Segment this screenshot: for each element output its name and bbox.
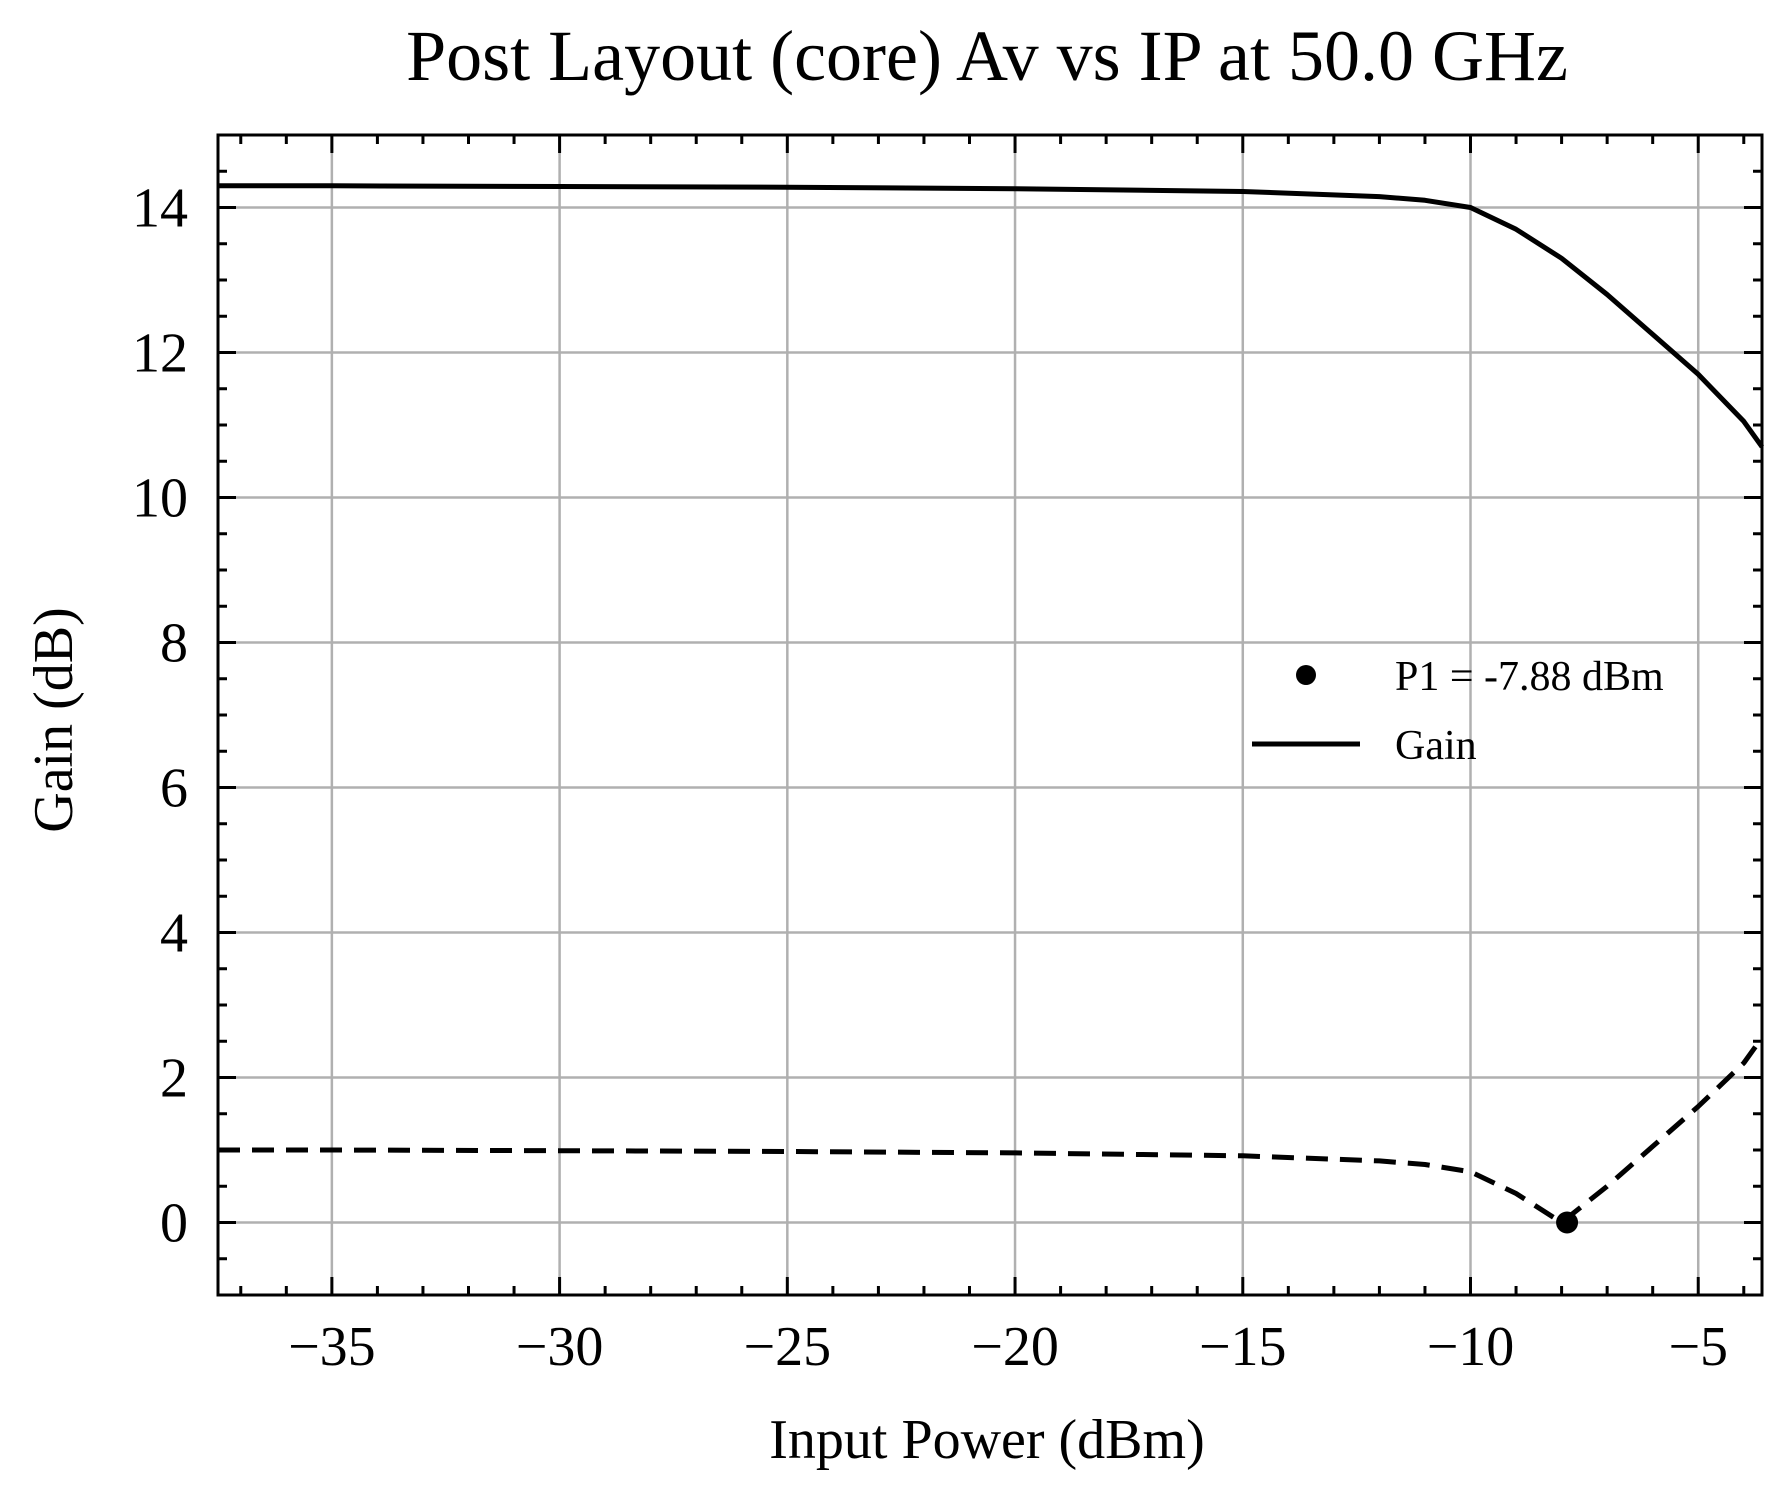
legend-label-p1: P1 = -7.88 dBm	[1395, 654, 1664, 700]
chart-title: Post Layout (core) Av vs IP at 50.0 GHz	[406, 16, 1568, 96]
legend-label-gain: Gain	[1395, 723, 1477, 769]
y-tick-label: 0	[160, 1193, 188, 1255]
y-tick-label: 14	[132, 178, 188, 240]
x-tick-label: −25	[744, 1316, 832, 1378]
legend-marker-symbol	[1296, 665, 1316, 685]
y-tick-label: 2	[160, 1048, 188, 1110]
series-line-dashed	[218, 1036, 1765, 1225]
x-tick-label: −5	[1668, 1316, 1728, 1378]
x-tick-label: −35	[288, 1316, 376, 1378]
plot-frame	[216, 133, 1764, 1297]
x-tick-label: −10	[1427, 1316, 1515, 1378]
y-tick-label: 10	[132, 468, 188, 530]
grid	[218, 135, 1762, 1295]
x-tick-label: −30	[516, 1316, 604, 1378]
y-tick-label: 6	[160, 758, 188, 820]
plot-series	[218, 183, 1765, 1234]
x-tick-label: −20	[971, 1316, 1059, 1378]
y-tick-label: 4	[160, 903, 188, 965]
series-line-gain	[218, 183, 1765, 449]
legend: P1 = -7.88 dBm Gain	[1252, 654, 1664, 769]
p1-marker	[1556, 1211, 1579, 1234]
y-axis-label: Gain (dB)	[23, 607, 85, 833]
x-tick-label: −15	[1199, 1316, 1287, 1378]
y-tick-label: 8	[160, 613, 188, 675]
y-tick-label: 12	[132, 323, 188, 385]
x-axis-label: Input Power (dBm)	[769, 1409, 1205, 1471]
